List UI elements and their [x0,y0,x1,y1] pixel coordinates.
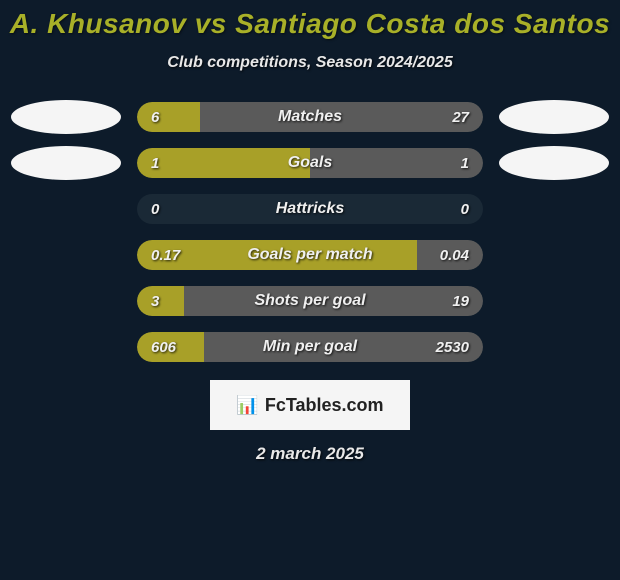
stat-row: 0.170.04Goals per match [0,240,620,270]
player-avatar-right [499,146,609,180]
stat-label: Goals per match [137,246,483,264]
stat-label: Matches [137,108,483,126]
stat-bar-track: 6062530Min per goal [137,332,483,362]
stat-bar-track: 0.170.04Goals per match [137,240,483,270]
stat-row: 627Matches [0,102,620,132]
player-avatar-left [11,146,121,180]
stat-bar-track: 11Goals [137,148,483,178]
source-badge[interactable]: 📊 FcTables.com [210,380,410,430]
stat-bar-track: 319Shots per goal [137,286,483,316]
stat-bar-track: 627Matches [137,102,483,132]
stat-bar-track: 00Hattricks [137,194,483,224]
player-avatar-left [11,100,121,134]
badge-text: FcTables.com [265,395,384,416]
stat-row: 319Shots per goal [0,286,620,316]
page-subtitle: Club competitions, Season 2024/2025 [0,54,620,72]
stat-label: Hattricks [137,200,483,218]
stat-label: Min per goal [137,338,483,356]
page-title: A. Khusanov vs Santiago Costa dos Santos [0,8,620,40]
stat-label: Shots per goal [137,292,483,310]
chart-icon: 📊 [236,395,258,416]
stat-row: 6062530Min per goal [0,332,620,362]
comparison-chart: A. Khusanov vs Santiago Costa dos Santos… [0,0,620,464]
stat-row: 11Goals [0,148,620,178]
date-label: 2 march 2025 [0,444,620,464]
stat-rows: 627Matches 11Goals 00Hattricks 0.170.04Goal… [0,102,620,362]
stat-label: Goals [137,154,483,172]
player-avatar-right [499,100,609,134]
stat-row: 00Hattricks [0,194,620,224]
